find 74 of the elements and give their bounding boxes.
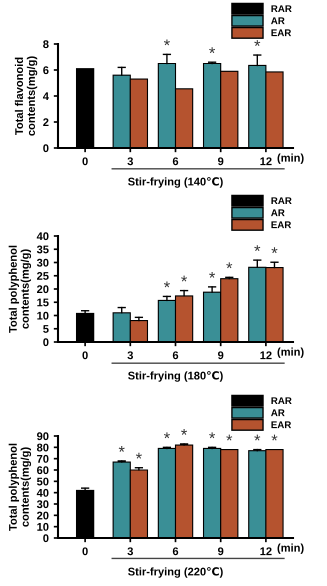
legend-label: EAR: [271, 421, 292, 428]
y-tick-label: 35: [36, 246, 49, 254]
data-label: *: [164, 432, 170, 438]
legend-label: AR: [271, 17, 285, 24]
data-label: *: [209, 47, 216, 54]
data-label: *: [164, 281, 170, 288]
x-axis-title: Stir-frying (220℃): [128, 567, 223, 578]
y-tick-label: 80: [36, 444, 49, 452]
y-tick-label: 50: [36, 478, 49, 486]
legend-label: AR: [271, 209, 285, 216]
data-label: *: [254, 40, 260, 46]
text: (min): [278, 544, 304, 554]
y-tick-label: 2: [43, 118, 49, 126]
y-tick-label: 90: [37, 432, 49, 440]
data-label: *: [271, 247, 278, 254]
y-tick-label: 15: [37, 298, 49, 306]
y-tick-label: 10: [37, 522, 49, 531]
legend-label: RAR: [271, 397, 292, 404]
data-label: *: [226, 262, 232, 268]
x-tick-label: 12: [260, 157, 272, 166]
data-label: *: [254, 434, 260, 441]
x-tick-label: 9: [218, 547, 224, 556]
data-label: *: [164, 39, 170, 46]
y-tick-label: 20: [37, 285, 49, 294]
x-tick-label: 12: [260, 351, 272, 360]
x-tick-label: 12: [260, 547, 272, 556]
data-label: *: [209, 272, 216, 278]
y-tick-label: 4: [42, 92, 49, 100]
y-tick-label: 70: [37, 454, 49, 463]
data-label: *: [136, 452, 142, 459]
x-tick-label: 3: [127, 547, 133, 556]
x-axis-title: Stir-frying (140℃): [128, 177, 223, 188]
y-tick-label: 60: [37, 466, 49, 474]
y-axis-title: Total flavonoid contents(mg/g): [14, 56, 38, 136]
legend-label: RAR: [271, 5, 292, 12]
x-tick-label: 3: [127, 157, 133, 166]
data-label: *: [181, 429, 188, 435]
x-tick-label: 6: [172, 351, 178, 360]
legend-label: RAR: [271, 197, 292, 204]
y-axis-title: Total polyphenol contents(mg/g): [8, 246, 32, 333]
y-tick-label: 40: [36, 488, 49, 497]
data-label: *: [181, 276, 188, 282]
data-label: *: [254, 245, 260, 252]
y-tick-label: 40: [36, 232, 49, 240]
x-tick-label: 9: [218, 351, 224, 360]
x-tick-label: 6: [172, 547, 178, 556]
y-tick-label: 5: [43, 325, 49, 333]
data-label: *: [209, 432, 216, 438]
x-tick-label: 3: [127, 351, 133, 360]
data-label: *: [118, 446, 125, 452]
y-tick-label: 30: [36, 500, 49, 508]
data-label: *: [271, 434, 278, 441]
data-label: *: [226, 434, 232, 441]
y-tick-label: 0: [43, 338, 49, 346]
y-axis-title: Total polyphenol contents(mg/g): [8, 444, 32, 531]
x-tick-label: 9: [218, 157, 224, 166]
y-tick-label: 25: [37, 272, 49, 280]
x-axis-title: Stir-frying (180℃): [128, 371, 223, 382]
y-tick-label: 10: [37, 312, 49, 320]
x-tick-label: 6: [172, 157, 178, 166]
x-tick-label: 0: [82, 351, 88, 360]
y-tick-label: 30: [36, 258, 49, 267]
x-tick-label: 0: [82, 547, 88, 556]
y-tick-label: 8: [43, 40, 49, 48]
y-tick-label: 20: [37, 512, 49, 520]
legend-label: AR: [271, 409, 285, 416]
legend-label: EAR: [271, 29, 292, 36]
y-tick-label: 6: [43, 66, 49, 74]
x-tick-label: 0: [82, 157, 88, 166]
y-tick-label: 0: [43, 534, 49, 542]
text: (min): [278, 154, 304, 164]
text: (min): [278, 348, 304, 358]
legend-label: EAR: [271, 221, 292, 228]
y-tick-label: 0: [43, 144, 49, 152]
